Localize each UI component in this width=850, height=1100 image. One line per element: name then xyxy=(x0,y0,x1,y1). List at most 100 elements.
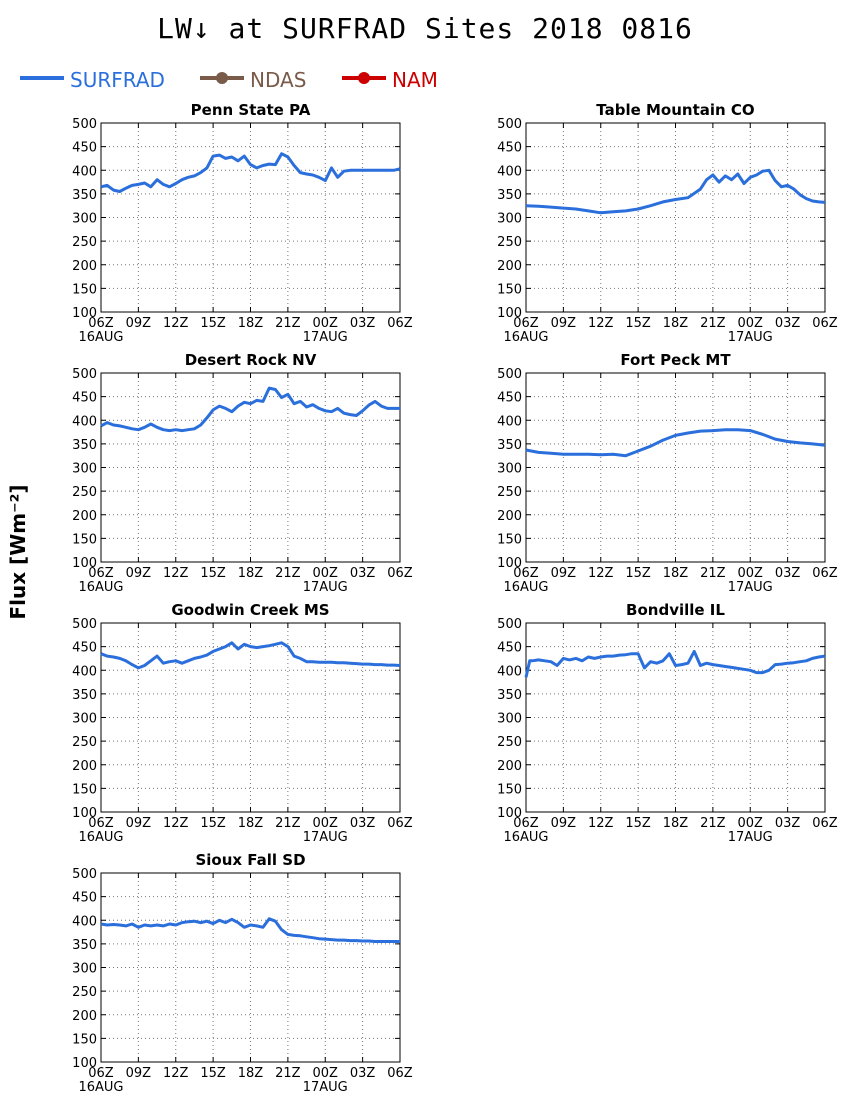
y-tick-label: 200 xyxy=(72,1009,97,1024)
y-tick-label: 300 xyxy=(497,212,522,227)
panel-0: Penn State PA 100 150 200 250 300 350 400 450 500… xyxy=(72,101,413,345)
x-tick-label: 03Z xyxy=(775,566,801,581)
chart-title: LW↓ at SURFRAD Sites 2018 0816 xyxy=(157,12,693,45)
y-tick-label: 200 xyxy=(72,759,97,774)
x-tick-label: 15Z xyxy=(625,566,651,581)
x-date-label: 17AUG xyxy=(303,830,348,845)
x-tick-label: 18Z xyxy=(663,816,689,831)
y-tick-label: 350 xyxy=(497,688,522,703)
x-tick-label: 18Z xyxy=(238,316,264,331)
x-tick-label: 09Z xyxy=(551,566,577,581)
x-tick-label: 06Z xyxy=(387,566,413,581)
x-date-label: 16AUG xyxy=(503,330,548,345)
y-tick-label: 450 xyxy=(497,641,522,656)
y-tick-label: 100 xyxy=(72,806,97,821)
x-tick-label: 06Z xyxy=(513,566,539,581)
x-tick-label: 18Z xyxy=(663,566,689,581)
legend-line-ndas xyxy=(200,72,244,84)
panel-title: Bondville IL xyxy=(626,601,725,619)
x-date-label: 16AUG xyxy=(78,1080,123,1095)
y-tick-label: 300 xyxy=(72,212,97,227)
y-tick-label: 200 xyxy=(72,259,97,274)
y-tick-label: 400 xyxy=(497,414,522,429)
y-tick-label: 100 xyxy=(72,556,97,571)
y-tick-label: 250 xyxy=(497,735,522,750)
plot-frame xyxy=(525,372,826,563)
panel-title: Desert Rock NV xyxy=(185,351,317,369)
x-tick-label: 12Z xyxy=(163,316,189,331)
x-tick-label: 06Z xyxy=(812,316,838,331)
panel-title: Penn State PA xyxy=(191,101,311,119)
x-tick-label: 18Z xyxy=(238,816,264,831)
x-date-label: 16AUG xyxy=(503,830,548,845)
x-tick-label: 21Z xyxy=(700,316,726,331)
x-tick-label: 06Z xyxy=(88,816,114,831)
x-tick-label: 00Z xyxy=(738,816,764,831)
y-tick-label: 500 xyxy=(497,367,522,382)
x-date-label: 16AUG xyxy=(503,580,548,595)
x-tick-label: 06Z xyxy=(513,316,539,331)
y-tick-label: 150 xyxy=(497,532,522,547)
legend-item-surfrad: SURFRAD xyxy=(18,66,188,94)
y-tick-label: 150 xyxy=(497,782,522,797)
x-tick-label: 12Z xyxy=(588,816,614,831)
y-tick-label: 450 xyxy=(72,141,97,156)
legend-line-surfrad xyxy=(20,76,64,80)
legend-label-nam: NAM xyxy=(392,68,438,92)
y-tick-label: 150 xyxy=(72,782,97,797)
plot-frame xyxy=(100,872,401,1063)
legend-label-ndas: NDAS xyxy=(250,68,307,92)
panel-title: Table Mountain CO xyxy=(596,101,754,119)
x-tick-label: 12Z xyxy=(163,1066,189,1081)
x-date-label: 16AUG xyxy=(78,580,123,595)
y-tick-label: 200 xyxy=(497,759,522,774)
plot-frame xyxy=(525,622,826,813)
y-tick-label: 250 xyxy=(72,235,97,250)
x-tick-label: 03Z xyxy=(350,816,376,831)
x-tick-label: 06Z xyxy=(513,816,539,831)
series-line-surfrad xyxy=(100,152,401,193)
plot-frame xyxy=(100,122,401,313)
y-tick-label: 500 xyxy=(72,617,97,632)
plot-frame xyxy=(100,622,401,813)
x-tick-label: 09Z xyxy=(551,816,577,831)
panel-6: Sioux Fall SD 100 150 200 250 300 350 400 450 500… xyxy=(72,851,413,1095)
y-tick-label: 450 xyxy=(497,141,522,156)
y-tick-label: 300 xyxy=(72,962,97,977)
y-tick-label: 400 xyxy=(497,664,522,679)
x-tick-label: 09Z xyxy=(126,566,152,581)
x-tick-label: 06Z xyxy=(88,1066,114,1081)
x-tick-label: 00Z xyxy=(313,566,339,581)
y-tick-label: 400 xyxy=(72,664,97,679)
y-tick-label: 350 xyxy=(72,438,97,453)
y-tick-label: 350 xyxy=(497,188,522,203)
x-tick-label: 00Z xyxy=(313,1066,339,1081)
y-tick-label: 100 xyxy=(72,1056,97,1071)
x-tick-label: 21Z xyxy=(700,566,726,581)
y-tick-label: 150 xyxy=(72,532,97,547)
x-tick-label: 15Z xyxy=(200,566,226,581)
x-tick-label: 06Z xyxy=(387,316,413,331)
x-tick-label: 06Z xyxy=(387,1066,413,1081)
y-tick-label: 500 xyxy=(72,867,97,882)
y-tick-label: 400 xyxy=(72,164,97,179)
x-tick-label: 03Z xyxy=(350,566,376,581)
series-line-surfrad xyxy=(525,428,826,458)
x-date-label: 17AUG xyxy=(303,1080,348,1095)
y-tick-label: 150 xyxy=(497,282,522,297)
y-tick-label: 100 xyxy=(497,556,522,571)
x-date-label: 17AUG xyxy=(303,580,348,595)
series-line-surfrad xyxy=(525,168,826,215)
x-date-label: 17AUG xyxy=(728,580,773,595)
y-tick-label: 150 xyxy=(72,282,97,297)
y-tick-label: 100 xyxy=(72,306,97,321)
y-tick-label: 400 xyxy=(497,164,522,179)
x-tick-label: 06Z xyxy=(812,566,838,581)
y-tick-label: 200 xyxy=(497,509,522,524)
x-tick-label: 21Z xyxy=(275,566,301,581)
x-tick-label: 03Z xyxy=(350,1066,376,1081)
x-tick-label: 21Z xyxy=(275,816,301,831)
y-tick-label: 350 xyxy=(72,688,97,703)
x-date-label: 16AUG xyxy=(78,330,123,345)
